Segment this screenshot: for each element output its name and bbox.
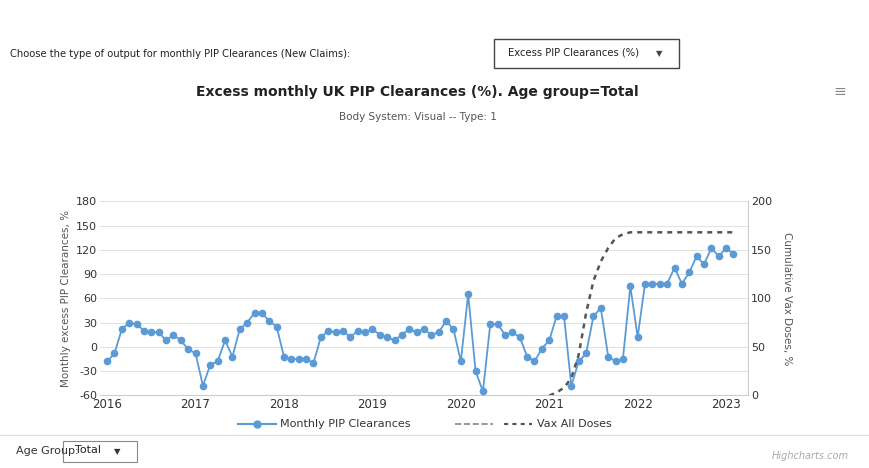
Text: ▼: ▼ — [656, 49, 662, 58]
Text: Body System: Visual -- Type: 1: Body System: Visual -- Type: 1 — [338, 112, 496, 122]
Text: Monthly PIP clearances (New Claims), from 2016 to 2023.: Monthly PIP clearances (New Claims), fro… — [243, 10, 626, 23]
Text: Highcharts.com: Highcharts.com — [770, 451, 847, 461]
Text: Vax All Doses: Vax All Doses — [536, 419, 611, 429]
Text: Excess PIP Clearances (%): Excess PIP Clearances (%) — [507, 48, 639, 58]
Text: Total: Total — [75, 446, 101, 455]
Text: Monthly PIP Clearances: Monthly PIP Clearances — [280, 419, 410, 429]
Text: ≡: ≡ — [833, 84, 845, 99]
Y-axis label: Cumulative Vax Doses, %: Cumulative Vax Doses, % — [780, 232, 791, 365]
Y-axis label: Monthly excess PIP Clearances, %: Monthly excess PIP Clearances, % — [61, 210, 70, 387]
FancyBboxPatch shape — [494, 39, 678, 68]
Text: Age Group:: Age Group: — [16, 446, 78, 456]
Text: ▼: ▼ — [114, 446, 120, 456]
FancyBboxPatch shape — [63, 441, 136, 462]
Text: Excess monthly UK PIP Clearances (%). Age group=Total: Excess monthly UK PIP Clearances (%). Ag… — [196, 85, 638, 99]
Text: Choose the type of output for monthly PIP Clearances (New Claims):: Choose the type of output for monthly PI… — [10, 49, 350, 58]
